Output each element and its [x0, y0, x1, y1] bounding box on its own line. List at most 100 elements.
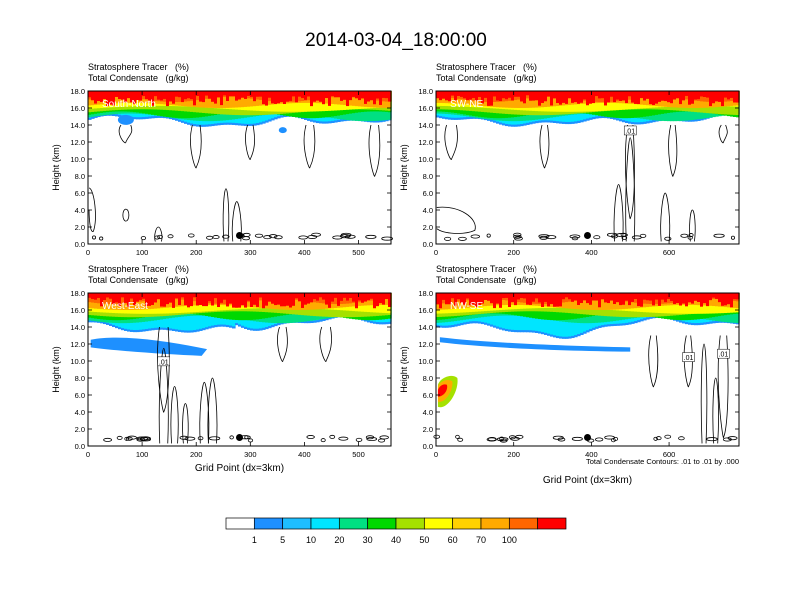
- tracer-stratosphere-cell: [610, 91, 614, 97]
- tracer-stratosphere-cell: [520, 91, 524, 102]
- tracer-stratosphere-cell: [217, 91, 221, 98]
- surface-contour: [188, 233, 195, 238]
- tracer-layer-cell: [121, 293, 125, 304]
- tracer-stratosphere-cell: [316, 91, 320, 101]
- tracer-stratosphere-cell: [514, 293, 518, 306]
- y-tick-label: 12.0: [70, 340, 85, 349]
- tracer-stratosphere-cell: [286, 293, 290, 306]
- tracer-stratosphere-cell: [460, 91, 464, 97]
- tracer-stratosphere-cell: [718, 293, 722, 303]
- tracer-stratosphere-cell: [736, 91, 740, 103]
- total-condensate-label: Total Condensate (g/kg): [436, 275, 537, 285]
- surface-contour: [208, 436, 221, 441]
- colorbar-label: 60: [448, 535, 458, 545]
- tower-contour: [158, 347, 169, 444]
- surface-contour: [631, 235, 642, 240]
- surface-contour: [457, 437, 464, 442]
- y-tick-label: 18.0: [70, 289, 85, 298]
- tracer-stratosphere-cell: [154, 91, 158, 97]
- tracer-stratosphere-cell: [385, 91, 389, 99]
- tracer-stratosphere-cell: [100, 91, 104, 103]
- tracer-stratosphere-cell: [439, 293, 443, 309]
- tracer-stratosphere-cell: [682, 91, 686, 101]
- tracer-layer-cell: [142, 293, 146, 310]
- tracer-stratosphere-cell: [166, 293, 170, 305]
- tower-contour: [613, 184, 624, 242]
- tracer-stratosphere-cell: [313, 91, 317, 102]
- tracer-stratosphere-cell: [655, 91, 659, 104]
- tracer-stratosphere-cell: [325, 91, 329, 99]
- tracer-stratosphere-cell: [172, 293, 176, 308]
- location-marker: [236, 434, 243, 441]
- surface-contour: [727, 436, 738, 441]
- tracer-stratosphere-cell: [181, 293, 185, 298]
- condensate-contours: [436, 124, 735, 242]
- panel-subtitle-west-east: Stratosphere Tracer (%) Total Condensate …: [88, 264, 189, 286]
- tracer-stratosphere-cell: [457, 91, 461, 96]
- surface-contour: [653, 436, 658, 441]
- tracer-stratosphere-cell: [562, 293, 566, 300]
- tracer-stratosphere-cell: [649, 91, 653, 105]
- tracer-stratosphere-cell: [232, 91, 236, 96]
- tracer-stratosphere-cell: [649, 293, 653, 301]
- tracer-stratosphere-cell: [271, 293, 275, 304]
- panel-sw-ne: .01 SW-NE 0.0 2.0 4.0 6.0 8.0 10.0 12.0 14.0 16.0 1…: [399, 87, 740, 257]
- tracer-stratosphere-cell: [136, 91, 140, 101]
- tracer-stratosphere-cell: [472, 293, 476, 305]
- tracer-stratosphere-cell: [640, 91, 644, 99]
- x-tick-label: 400: [585, 248, 598, 257]
- tracer-stratosphere-cell: [253, 293, 257, 305]
- tracer-stratosphere-cell: [292, 293, 296, 306]
- surface-contour: [611, 234, 618, 239]
- tracer-layer-cell: [334, 293, 338, 305]
- tracer-stratosphere-cell: [241, 293, 245, 306]
- cloud-contour: [368, 124, 381, 177]
- x-tick-label: 200: [190, 450, 203, 459]
- tracer-stratosphere-cell: [682, 293, 686, 304]
- tracer-stratosphere-cell: [280, 293, 284, 307]
- surface-contour: [496, 437, 509, 442]
- surface-contour: [329, 434, 336, 439]
- tracer-stratosphere-cell: [334, 91, 338, 98]
- tracer-stratosphere-cell: [226, 91, 230, 101]
- tracer-layer-cell: [298, 293, 302, 310]
- tracer-stratosphere-cell: [565, 91, 569, 104]
- tracer-stratosphere-cell: [451, 293, 455, 299]
- tower-contour: [660, 192, 671, 242]
- tracer-stratosphere-cell: [145, 293, 149, 306]
- tracer-stratosphere-cell: [280, 91, 284, 103]
- tracer-stratosphere-cell: [457, 293, 461, 300]
- tracer-stratosphere-cell: [382, 91, 386, 98]
- tower-contour: [231, 201, 242, 242]
- tracer-fill: [88, 293, 392, 356]
- surface-contour: [92, 235, 97, 240]
- x-tick-label: 400: [298, 450, 311, 459]
- tracer-stratosphere-cell: [619, 293, 623, 306]
- tracer-stratosphere-cell: [493, 293, 497, 309]
- tracer-stratosphere-cell: [511, 91, 515, 101]
- surface-contour: [179, 435, 189, 440]
- tracer-stratosphere-cell: [583, 91, 587, 100]
- surface-contour: [538, 234, 550, 239]
- surface-contour: [263, 235, 272, 240]
- tracer-stratosphere-cell: [211, 293, 215, 306]
- tracer-stratosphere-cell: [733, 293, 737, 300]
- tracer-stratosphere-cell: [103, 293, 107, 301]
- x-tick-label: 0: [86, 450, 90, 459]
- tracer-stratosphere-cell: [151, 293, 155, 305]
- tracer-stratosphere-cell: [202, 293, 206, 307]
- panel-subtitle-south-north: Stratosphere Tracer (%) Total Condensate …: [88, 62, 189, 84]
- y-tick-label: 2.0: [75, 223, 85, 232]
- tracer-layer-cell: [214, 293, 218, 304]
- tracer-stratosphere-cell: [115, 91, 119, 97]
- colorbar-swatch: [480, 517, 510, 530]
- tracer-stratosphere-cell: [454, 91, 458, 101]
- surface-contour: [604, 435, 615, 440]
- surface-contour: [678, 436, 685, 441]
- tracer-stratosphere-cell: [640, 293, 644, 307]
- tracer-stratosphere-cell: [571, 293, 575, 302]
- tracer-stratosphere-cell: [304, 91, 308, 100]
- tracer-stratosphere-cell: [295, 91, 299, 103]
- y-axis-label: Height (km): [51, 144, 61, 191]
- tracer-stratosphere-cell: [454, 293, 458, 306]
